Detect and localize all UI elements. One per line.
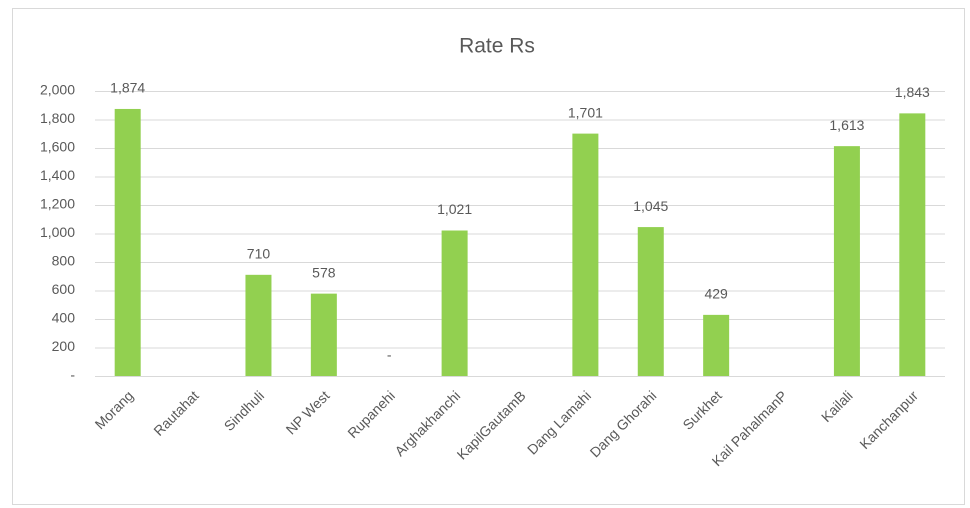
value-label: 1,843 [895, 84, 930, 100]
bar [637, 227, 664, 376]
y-tick-label: 400 [52, 310, 76, 326]
y-tick-label: 800 [52, 253, 76, 269]
value-label: 1,874 [110, 80, 145, 96]
y-tick-label: 1,000 [40, 224, 75, 240]
bar [703, 314, 730, 376]
value-label: 578 [312, 264, 336, 280]
y-tick-label: - [70, 367, 75, 383]
value-label: 429 [704, 286, 728, 302]
bar [245, 274, 272, 376]
y-tick-label: 200 [52, 338, 76, 354]
value-label: 1,045 [633, 198, 668, 214]
bar [310, 293, 337, 376]
y-tick-label: 600 [52, 281, 76, 297]
y-tick-label: 1,400 [40, 167, 75, 183]
y-tick-label: 1,800 [40, 110, 75, 126]
bar [833, 146, 860, 376]
value-label: 1,701 [568, 104, 603, 120]
value-label: 1,613 [829, 117, 864, 133]
bar [114, 108, 141, 376]
y-tick-label: 1,600 [40, 139, 75, 155]
value-label: - [387, 347, 392, 363]
bar [572, 133, 599, 376]
chart-title: Rate Rs [459, 35, 535, 58]
value-label: 710 [247, 246, 271, 262]
y-tick-label: 2,000 [40, 82, 75, 98]
value-label: 1,021 [437, 201, 472, 217]
y-tick-label: 1,200 [40, 196, 75, 212]
bar [899, 113, 926, 376]
bar [441, 230, 468, 376]
